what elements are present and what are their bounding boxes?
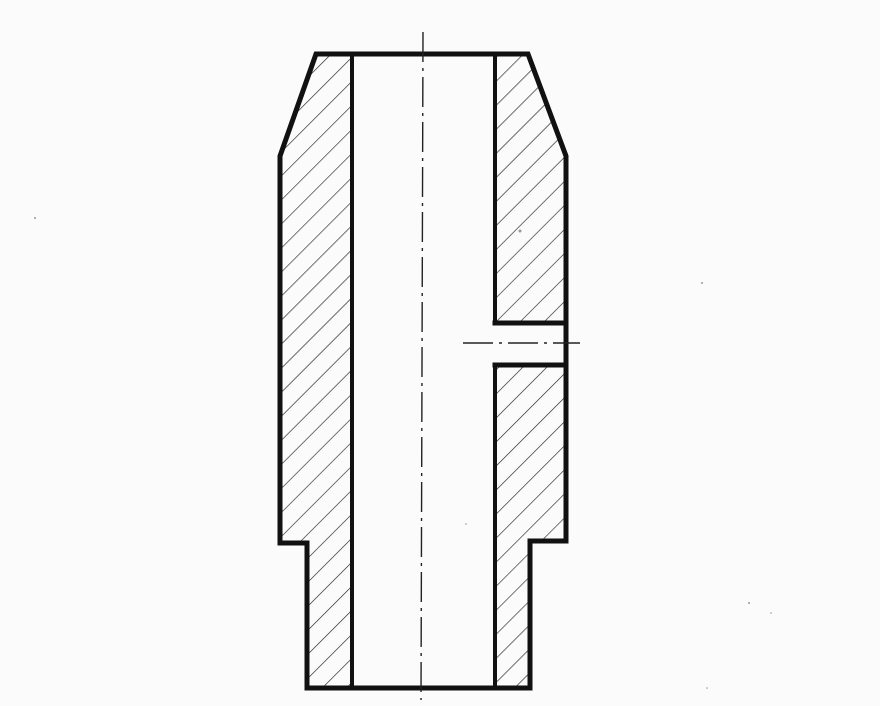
outer-contour: [277, 51, 569, 691]
right-wall-upper-hatching: [495, 54, 566, 323]
paper-specks: [34, 217, 772, 689]
right-wall-lower-hatching: [495, 365, 566, 688]
vertical-centerline: [420, 31, 424, 701]
left-wall-hatching: [280, 54, 352, 688]
